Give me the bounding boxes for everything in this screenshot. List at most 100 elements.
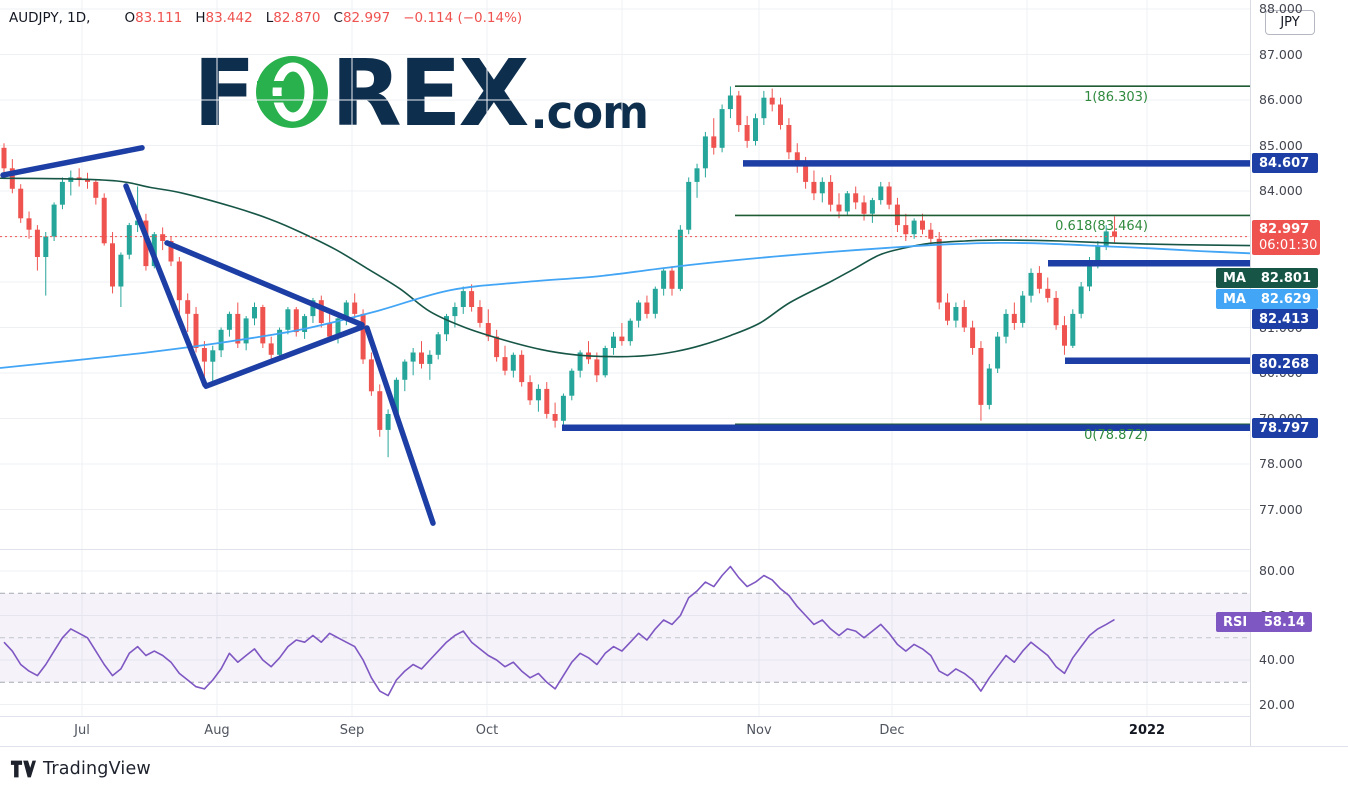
candle <box>18 184 24 223</box>
candle-body <box>59 181 65 205</box>
trend-line[interactable] <box>364 325 436 526</box>
candle <box>1020 291 1026 328</box>
candle-body <box>694 168 700 182</box>
candle-body <box>1028 272 1034 296</box>
candle-body <box>986 368 992 405</box>
candle-body <box>828 181 834 205</box>
candle-body <box>1 147 7 169</box>
candle-body <box>711 136 717 148</box>
candle <box>677 225 683 292</box>
forex-logo-letters: REX <box>330 40 530 147</box>
candle-body <box>778 104 783 125</box>
candle <box>669 266 675 296</box>
currency-badge[interactable]: JPY <box>1265 10 1315 35</box>
candle <box>59 177 65 210</box>
time-axis-label: Dec <box>879 723 905 738</box>
footer-branding: TradingView <box>10 759 151 779</box>
ma-line-slow[interactable] <box>0 177 1250 358</box>
candle-body <box>243 318 249 344</box>
candle-body <box>1003 313 1009 337</box>
candle-body <box>978 348 984 405</box>
candle-body <box>235 313 241 344</box>
candle <box>928 222 934 246</box>
candle <box>1070 309 1076 348</box>
candle <box>527 375 533 405</box>
candle-body <box>110 243 115 287</box>
candle-body <box>611 336 616 348</box>
candle <box>844 191 850 216</box>
rsi-tick-label: 20.00 <box>1259 696 1295 712</box>
tradingview-logo-icon[interactable] <box>10 759 36 779</box>
trend-line[interactable] <box>0 145 145 178</box>
forex-watermark-logo: F REX .com <box>193 40 649 147</box>
candle <box>43 232 49 296</box>
candle <box>736 90 742 132</box>
candle <box>51 202 57 241</box>
ma-badge-prefix: MA <box>1223 270 1246 286</box>
candle-body <box>1062 325 1067 346</box>
candle <box>636 300 642 328</box>
candle-body <box>619 336 625 342</box>
candle-body <box>494 336 500 358</box>
candle-body <box>385 414 391 430</box>
candle <box>811 170 817 201</box>
time-axis[interactable]: Jul Aug Sep Oct Nov Dec 2022 <box>0 717 1250 746</box>
price-tick-label: 77.000 <box>1259 501 1303 517</box>
candle <box>535 384 541 412</box>
rsi-tick-label: 80.00 <box>1259 563 1295 578</box>
candle-body <box>970 327 976 348</box>
candle <box>644 295 650 319</box>
candle-body <box>477 307 483 323</box>
time-axis-label: Aug <box>204 723 230 738</box>
candle <box>627 318 633 346</box>
ma-line-fast[interactable] <box>0 241 1250 369</box>
candle <box>727 86 733 119</box>
time-axis-label: Oct <box>475 723 499 738</box>
change-value: −0.114 (−0.14%) <box>403 10 523 26</box>
candle <box>586 341 591 364</box>
candle-body <box>811 181 817 194</box>
candle-body <box>1112 231 1117 237</box>
candle-body <box>277 329 283 355</box>
trend-line[interactable] <box>203 324 365 389</box>
candle-body <box>1103 231 1109 246</box>
candle <box>243 316 249 351</box>
candle-body <box>794 152 800 166</box>
candle <box>277 327 283 358</box>
low-value: L82.870 <box>265 10 321 26</box>
candle <box>377 384 383 437</box>
trend-line[interactable] <box>164 240 365 328</box>
chart-canvas[interactable] <box>0 0 1250 716</box>
candle <box>719 104 725 153</box>
candle-body <box>945 302 950 321</box>
rsi-line[interactable] <box>3 565 1115 697</box>
tradingview-logo-text[interactable]: TradingView <box>43 759 151 779</box>
candle <box>619 323 625 346</box>
candle <box>226 311 232 337</box>
candle <box>552 402 558 428</box>
candle-body <box>168 241 174 262</box>
symbol-legend[interactable]: AUDJPY, 1D, O83.111 H83.442 L82.870 C82.… <box>9 10 522 26</box>
time-axis-label: Nov <box>746 723 772 738</box>
candle-body <box>469 291 475 307</box>
candle-body <box>961 307 967 328</box>
candle-body <box>410 352 416 362</box>
candle-body <box>644 302 650 314</box>
candle <box>126 222 132 260</box>
trend-line[interactable] <box>123 183 208 388</box>
candle <box>569 368 575 401</box>
candle-body <box>226 313 232 330</box>
rsi-badge-value: 58.14 <box>1263 614 1305 630</box>
candle-body <box>1053 297 1059 326</box>
pane-separator[interactable] <box>0 549 1348 550</box>
candle-body <box>727 95 733 110</box>
candle-body <box>343 302 349 319</box>
candle-body <box>510 354 516 371</box>
candle-body <box>1095 245 1101 262</box>
candle-body <box>18 188 24 219</box>
candle <box>410 348 416 376</box>
candle <box>753 113 758 146</box>
candle <box>201 341 207 383</box>
candle <box>786 118 792 160</box>
candle <box>519 350 525 387</box>
